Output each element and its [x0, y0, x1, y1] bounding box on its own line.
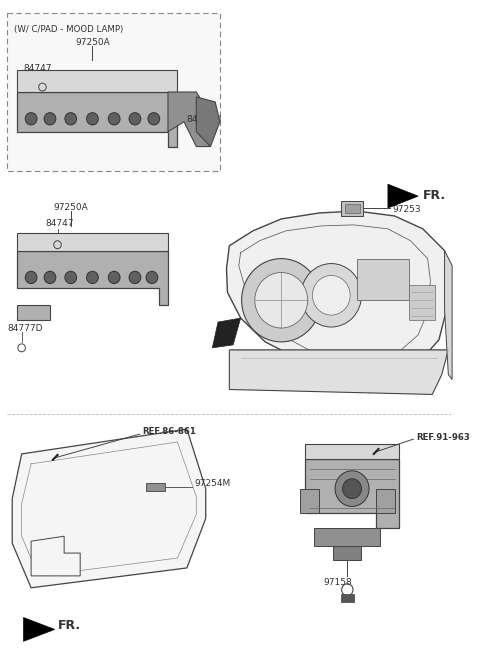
- Text: (W/ C/PAD - MOOD LAMP): (W/ C/PAD - MOOD LAMP): [14, 24, 123, 34]
- Circle shape: [45, 273, 55, 283]
- Circle shape: [44, 271, 56, 283]
- Polygon shape: [31, 536, 80, 576]
- Polygon shape: [357, 259, 408, 300]
- Polygon shape: [408, 285, 435, 320]
- Polygon shape: [314, 528, 380, 546]
- Circle shape: [343, 479, 361, 499]
- Polygon shape: [17, 306, 50, 320]
- Circle shape: [66, 273, 75, 283]
- Circle shape: [301, 263, 361, 327]
- Polygon shape: [227, 211, 448, 372]
- Text: 84733H: 84733H: [187, 115, 222, 124]
- Polygon shape: [196, 97, 220, 147]
- Circle shape: [26, 114, 36, 124]
- Text: 97254M: 97254M: [194, 479, 231, 488]
- Circle shape: [147, 273, 156, 283]
- Text: 97250A: 97250A: [75, 39, 110, 47]
- Circle shape: [65, 271, 76, 283]
- Circle shape: [129, 271, 141, 283]
- Circle shape: [312, 275, 350, 315]
- Text: FR.: FR.: [423, 189, 446, 202]
- Polygon shape: [12, 429, 206, 588]
- Text: 97158: 97158: [324, 578, 352, 587]
- Circle shape: [108, 271, 120, 283]
- Text: REF.86-861: REF.86-861: [143, 426, 196, 436]
- Polygon shape: [146, 483, 165, 491]
- Circle shape: [88, 273, 97, 283]
- Polygon shape: [168, 92, 210, 147]
- Circle shape: [26, 273, 36, 283]
- Polygon shape: [17, 92, 178, 147]
- Text: 97253: 97253: [393, 205, 421, 214]
- Polygon shape: [341, 594, 354, 602]
- Circle shape: [87, 113, 98, 125]
- Polygon shape: [300, 489, 319, 513]
- Circle shape: [149, 114, 158, 124]
- Circle shape: [25, 113, 37, 125]
- Polygon shape: [341, 201, 363, 216]
- Text: FR.: FR.: [58, 619, 81, 632]
- Text: 84777D: 84777D: [8, 324, 43, 333]
- Polygon shape: [376, 489, 395, 513]
- Polygon shape: [444, 251, 452, 380]
- Polygon shape: [229, 350, 448, 394]
- Polygon shape: [305, 459, 399, 528]
- Circle shape: [87, 271, 98, 283]
- Circle shape: [25, 271, 37, 283]
- Circle shape: [66, 114, 75, 124]
- Text: 97250A: 97250A: [53, 203, 88, 212]
- Circle shape: [88, 114, 97, 124]
- Circle shape: [108, 113, 120, 125]
- Circle shape: [44, 113, 56, 125]
- Circle shape: [129, 113, 141, 125]
- Polygon shape: [17, 251, 168, 306]
- Polygon shape: [17, 70, 178, 92]
- Circle shape: [130, 114, 140, 124]
- Circle shape: [45, 114, 55, 124]
- Text: 84747: 84747: [24, 64, 52, 73]
- Circle shape: [255, 273, 308, 328]
- Polygon shape: [17, 233, 168, 251]
- Circle shape: [335, 471, 369, 507]
- Polygon shape: [24, 618, 55, 641]
- Circle shape: [146, 271, 157, 283]
- Polygon shape: [345, 204, 360, 213]
- Circle shape: [241, 259, 321, 342]
- Circle shape: [109, 273, 119, 283]
- Bar: [8, 12, 220, 171]
- Text: 84747: 84747: [45, 219, 74, 228]
- Polygon shape: [333, 546, 361, 560]
- Polygon shape: [212, 318, 240, 348]
- Polygon shape: [388, 184, 418, 208]
- Polygon shape: [305, 444, 399, 459]
- Circle shape: [65, 113, 76, 125]
- Circle shape: [148, 113, 159, 125]
- Text: REF.91-963: REF.91-963: [416, 432, 470, 442]
- Circle shape: [109, 114, 119, 124]
- Circle shape: [130, 273, 140, 283]
